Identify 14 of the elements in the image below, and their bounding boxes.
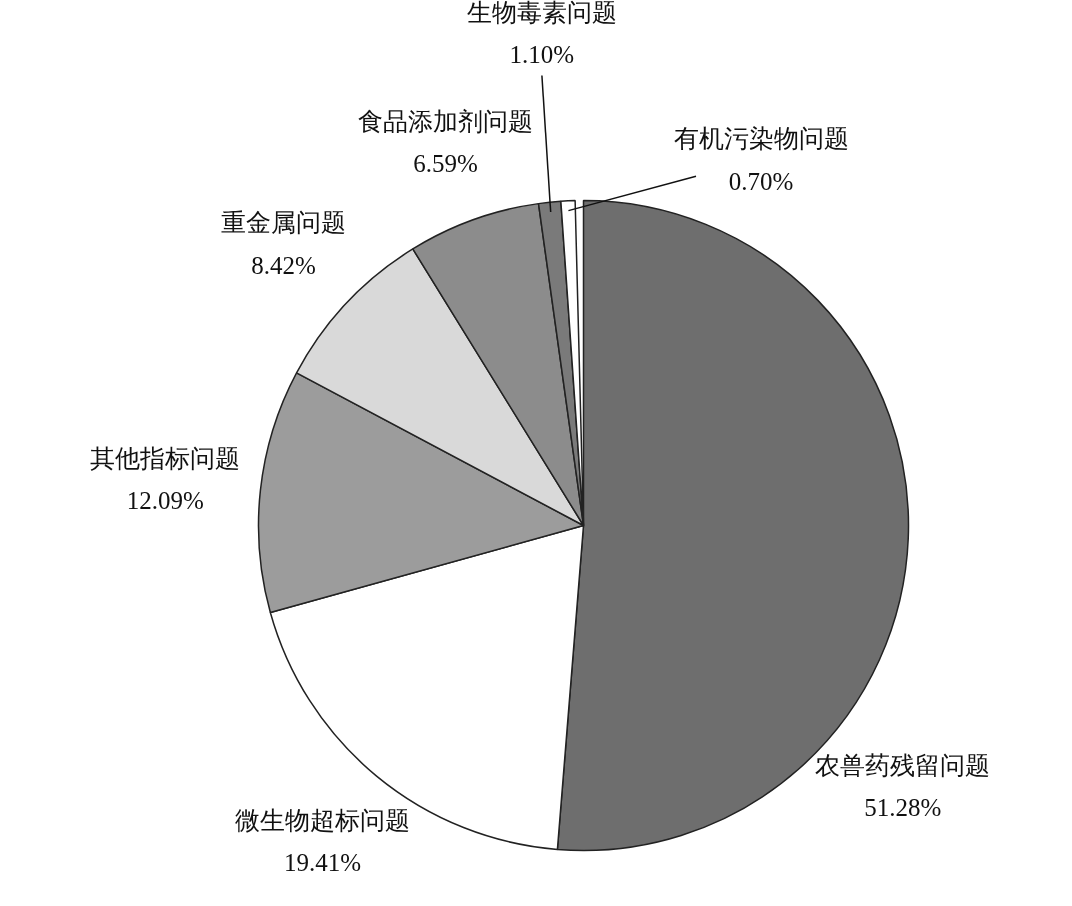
data-label: 8.42% (251, 251, 316, 279)
slice-label: 重金属问题 (220, 209, 346, 237)
data-label: 12.09% (126, 487, 204, 515)
slice-label: 其他指标问题 (90, 445, 241, 473)
slice-label: 食品添加剂问题 (357, 107, 533, 135)
data-label: 51.28% (864, 793, 942, 821)
data-label: 19.41% (283, 849, 362, 877)
data-label: 0.70% (728, 167, 794, 195)
slice-label: 有机污染物问题 (673, 125, 849, 153)
data-label: 6.59% (413, 150, 478, 178)
data-label: 1.10% (509, 40, 575, 68)
slice-label: 生物毒素问题 (466, 0, 617, 26)
slice-label: 农兽药残留问题 (815, 751, 991, 779)
slice-label: 微生物超标问题 (234, 807, 410, 835)
